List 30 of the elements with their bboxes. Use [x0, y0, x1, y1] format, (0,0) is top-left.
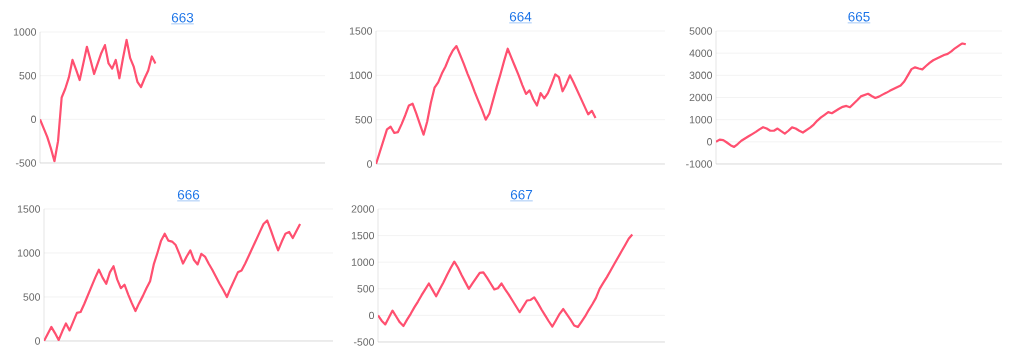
- y-tick-label: 2000: [689, 93, 713, 102]
- y-tick-label: 0: [31, 115, 37, 124]
- chart-title: 667: [510, 189, 533, 200]
- y-tick-label: 3000: [689, 71, 713, 80]
- y-tick-label: 1500: [17, 205, 41, 213]
- y-tick-label: 1000: [349, 71, 373, 80]
- y-tick-label: 1500: [351, 231, 375, 240]
- y-tick-label: 1000: [17, 249, 41, 257]
- y-tick-label: 0: [35, 337, 41, 345]
- y-tick-label: -1000: [686, 160, 713, 168]
- y-tick-label: 1000: [689, 115, 713, 124]
- chart-title: 663: [171, 12, 194, 23]
- y-tick-label: 1000: [13, 28, 37, 36]
- y-tick-label: 5000: [689, 27, 713, 35]
- y-tick-label: -500: [353, 338, 375, 346]
- y-tick-label: 1000: [351, 258, 375, 266]
- y-tick-label: 0: [707, 138, 713, 146]
- y-tick-label: 4000: [689, 49, 713, 57]
- y-tick-label: 500: [357, 285, 375, 293]
- chart-title: 665: [848, 11, 870, 22]
- y-tick-label: -500: [15, 159, 37, 167]
- chart-title: 664: [509, 11, 532, 22]
- y-tick-label: 500: [355, 115, 373, 124]
- y-tick-label: 0: [367, 160, 373, 168]
- y-tick-label: 500: [23, 293, 41, 301]
- chart-title: 666: [177, 189, 200, 200]
- y-tick-label: 0: [369, 311, 375, 320]
- y-tick-label: 500: [19, 71, 37, 80]
- y-tick-label: 2000: [351, 205, 375, 213]
- y-tick-label: 1500: [349, 27, 373, 35]
